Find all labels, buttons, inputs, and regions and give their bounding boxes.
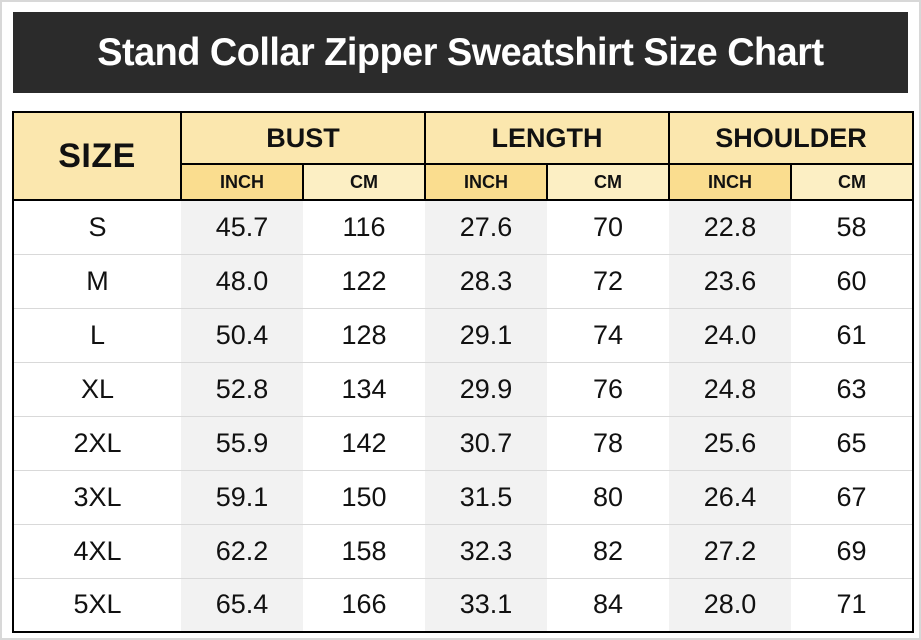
unit-header-shoulder-cm: CM: [789, 163, 915, 201]
value-cell: 74: [547, 307, 669, 362]
value-cell: 52.8: [181, 361, 303, 416]
value-cell: 55.9: [181, 415, 303, 470]
table-row: 3XL 59.1 150 31.5 80 26.4 67: [13, 469, 914, 524]
value-cell: 50.4: [181, 307, 303, 362]
value-cell: 32.3: [425, 523, 547, 578]
value-cell: 65: [791, 415, 914, 470]
value-cell: 48.0: [181, 253, 303, 308]
value-cell: 158: [303, 523, 425, 578]
value-cell: 150: [303, 469, 425, 524]
table-row: M 48.0 122 28.3 72 23.6 60: [13, 253, 914, 308]
value-cell: 71: [791, 577, 914, 632]
table-row: XL 52.8 134 29.9 76 24.8 63: [13, 361, 914, 416]
value-cell: 63: [791, 361, 914, 416]
size-cell: 3XL: [13, 469, 181, 524]
size-cell: 2XL: [13, 415, 181, 470]
column-header-shoulder: SHOULDER: [667, 111, 915, 165]
value-cell: 31.5: [425, 469, 547, 524]
value-cell: 24.8: [669, 361, 791, 416]
value-cell: 62.2: [181, 523, 303, 578]
value-cell: 23.6: [669, 253, 791, 308]
table-row: 5XL 65.4 166 33.1 84 28.0 71: [13, 577, 914, 632]
size-cell: S: [13, 200, 181, 254]
value-cell: 24.0: [669, 307, 791, 362]
value-cell: 25.6: [669, 415, 791, 470]
value-cell: 29.1: [425, 307, 547, 362]
value-cell: 70: [547, 200, 669, 254]
value-cell: 60: [791, 253, 914, 308]
unit-header-bust-cm: CM: [302, 163, 426, 201]
table-body: S 45.7 116 27.6 70 22.8 58 M 48.0 122 28.3 72 23.6 60…: [13, 200, 914, 632]
value-cell: 134: [303, 361, 425, 416]
value-cell: 26.4: [669, 469, 791, 524]
value-cell: 82: [547, 523, 669, 578]
value-cell: 142: [303, 415, 425, 470]
value-cell: 30.7: [425, 415, 547, 470]
value-cell: 76: [547, 361, 669, 416]
value-cell: 45.7: [181, 200, 303, 254]
unit-header-shoulder-inch: INCH: [668, 163, 792, 201]
table-row: S 45.7 116 27.6 70 22.8 58: [13, 200, 914, 254]
value-cell: 65.4: [181, 577, 303, 632]
value-cell: 116: [303, 200, 425, 254]
value-cell: 58: [791, 200, 914, 254]
value-cell: 69: [791, 523, 914, 578]
value-cell: 61: [791, 307, 914, 362]
value-cell: 78: [547, 415, 669, 470]
table-row: L 50.4 128 29.1 74 24.0 61: [13, 307, 914, 362]
value-cell: 28.0: [669, 577, 791, 632]
value-cell: 29.9: [425, 361, 547, 416]
value-cell: 84: [547, 577, 669, 632]
column-header-bust: BUST: [180, 111, 426, 165]
size-cell: L: [13, 307, 181, 362]
unit-header-length-cm: CM: [546, 163, 670, 201]
value-cell: 122: [303, 253, 425, 308]
unit-header-length-inch: INCH: [424, 163, 548, 201]
value-cell: 27.2: [669, 523, 791, 578]
table-row: 4XL 62.2 158 32.3 82 27.2 69: [13, 523, 914, 578]
size-cell: M: [13, 253, 181, 308]
title-bar: Stand Collar Zipper Sweatshirt Size Char…: [13, 12, 908, 93]
table-row: 2XL 55.9 142 30.7 78 25.6 65: [13, 415, 914, 470]
value-cell: 33.1: [425, 577, 547, 632]
table-header: SIZE BUST LENGTH SHOULDER INCH CM INCH C…: [12, 111, 915, 201]
column-header-length: LENGTH: [424, 111, 670, 165]
value-cell: 59.1: [181, 469, 303, 524]
column-header-size: SIZE: [12, 111, 182, 201]
value-cell: 27.6: [425, 200, 547, 254]
value-cell: 22.8: [669, 200, 791, 254]
size-cell: 5XL: [13, 577, 181, 632]
size-cell: 4XL: [13, 523, 181, 578]
unit-header-bust-inch: INCH: [180, 163, 304, 201]
size-chart-table: SIZE BUST LENGTH SHOULDER INCH CM INCH C…: [12, 111, 915, 633]
value-cell: 72: [547, 253, 669, 308]
value-cell: 166: [303, 577, 425, 632]
size-cell: XL: [13, 361, 181, 416]
value-cell: 67: [791, 469, 914, 524]
value-cell: 80: [547, 469, 669, 524]
value-cell: 128: [303, 307, 425, 362]
page-title: Stand Collar Zipper Sweatshirt Size Char…: [97, 30, 824, 74]
value-cell: 28.3: [425, 253, 547, 308]
